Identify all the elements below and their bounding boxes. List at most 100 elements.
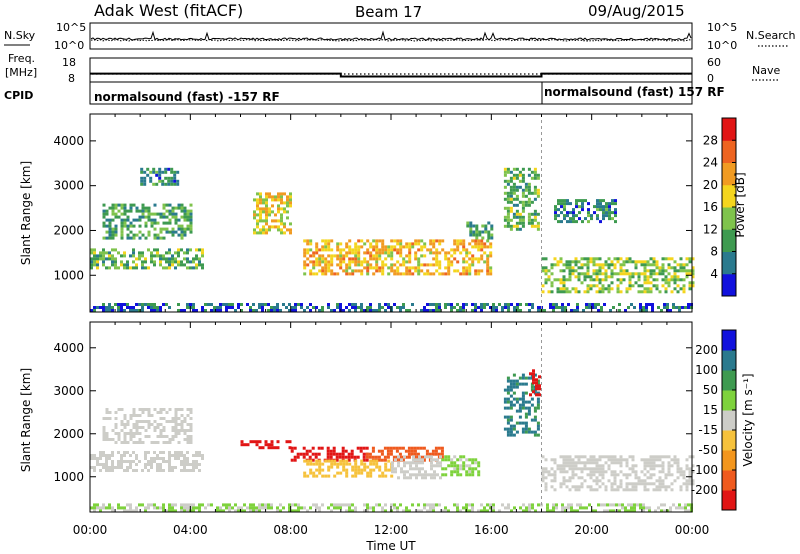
echo-cell <box>341 455 345 459</box>
echo-cell <box>123 417 127 420</box>
echo-cell <box>406 461 409 465</box>
echo-cell <box>417 260 421 264</box>
echo-cell <box>559 464 563 468</box>
echo-cell <box>521 406 525 410</box>
echo-cell <box>456 245 460 249</box>
echo-cell <box>610 275 614 279</box>
echo-cell <box>262 219 265 223</box>
echo-cell <box>261 506 264 510</box>
echo-cell <box>510 509 513 513</box>
echo-cell <box>691 284 695 288</box>
echo-cell <box>578 217 581 221</box>
echo-cell <box>174 454 177 457</box>
echo-cell <box>420 269 424 273</box>
echo-cell <box>393 272 397 276</box>
echo-cell <box>135 429 139 432</box>
echo-cell <box>572 211 575 215</box>
echo-cell <box>312 471 316 475</box>
nsky-trace <box>90 30 692 41</box>
echo-cell <box>348 263 352 267</box>
echo-cell <box>108 411 112 414</box>
echo-cell <box>465 503 468 507</box>
colorbar-segment <box>722 273 736 297</box>
echo-cell <box>586 287 590 291</box>
echo-cell <box>515 215 519 219</box>
echo-cell <box>421 476 424 480</box>
echo-cell <box>153 451 156 454</box>
echo-cell <box>387 468 391 472</box>
echo-cell <box>590 214 593 218</box>
echo-cell <box>129 435 133 438</box>
echo-cell <box>664 476 668 480</box>
echo-cell <box>186 227 190 231</box>
echo-cell <box>589 257 593 261</box>
echo-cell <box>168 257 171 261</box>
echo-cell <box>177 224 181 228</box>
echo-cell <box>456 309 459 312</box>
echo-cell <box>195 254 198 258</box>
echo-cell <box>357 257 361 261</box>
echo-cell <box>417 266 421 270</box>
echo-cell <box>135 509 138 513</box>
echo-cell <box>147 435 151 438</box>
echo-cell <box>144 221 148 225</box>
echo-cell <box>447 455 451 459</box>
echo-cell <box>682 284 686 288</box>
echo-cell <box>515 227 519 231</box>
echo-cell <box>480 257 484 261</box>
echo-cell <box>171 233 175 237</box>
echo-cell <box>530 403 534 407</box>
echo-cell <box>547 290 551 294</box>
echo-cell <box>189 408 193 411</box>
echo-cell <box>329 455 333 459</box>
echo-cell <box>444 455 448 459</box>
echo-cell <box>524 427 528 431</box>
echo-cell <box>156 233 160 237</box>
echo-cell <box>658 455 662 459</box>
echo-cell <box>527 212 531 216</box>
echo-cell <box>616 290 620 294</box>
echo-cell <box>417 503 420 507</box>
echo-cell <box>643 281 647 285</box>
echo-cell <box>547 278 551 282</box>
echo-cell <box>475 230 479 234</box>
echo-cell <box>108 506 111 510</box>
echo-cell <box>676 290 680 294</box>
echo-cell <box>610 263 614 267</box>
echo-cell <box>553 473 557 477</box>
echo-cell <box>393 506 396 510</box>
echo-cell <box>639 506 642 510</box>
echo-cell <box>518 421 522 425</box>
echo-cell <box>143 176 147 180</box>
echo-cell <box>652 269 656 273</box>
echo-cell <box>536 212 540 216</box>
echo-cell <box>189 438 193 441</box>
echo-cell <box>557 208 560 212</box>
echo-cell <box>541 290 545 294</box>
echo-cell <box>270 306 273 309</box>
echo-cell <box>509 200 513 204</box>
echo-cell <box>277 198 280 202</box>
echo-cell <box>652 272 656 276</box>
echo-cell <box>577 458 581 462</box>
echo-cell <box>465 506 468 510</box>
echo-cell <box>414 257 418 261</box>
echo-cell <box>625 473 629 477</box>
echo-cell <box>435 254 439 258</box>
echo-cell <box>240 309 243 312</box>
echo-cell <box>462 506 465 510</box>
echo-cell <box>420 239 424 243</box>
echo-cell <box>556 287 560 291</box>
echo-cell <box>610 473 614 477</box>
echo-cell <box>363 465 367 469</box>
echo-cell <box>351 468 355 472</box>
echo-cell <box>321 269 325 273</box>
echo-cell <box>397 476 400 480</box>
echo-cell <box>315 503 318 507</box>
echo-cell <box>503 427 507 431</box>
echo-cell <box>362 455 366 459</box>
echo-cell <box>138 236 142 240</box>
echo-cell <box>378 251 382 255</box>
echo-cell <box>531 303 534 306</box>
echo-cell <box>402 303 405 306</box>
